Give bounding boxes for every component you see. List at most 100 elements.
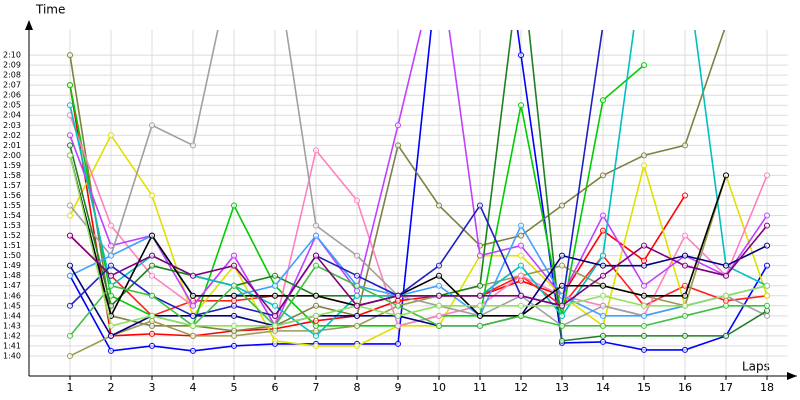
x-tick-label: 8 bbox=[354, 381, 361, 394]
y-tick-label: 2:01 bbox=[3, 141, 21, 150]
data-point bbox=[108, 222, 114, 229]
y-tick-label: 2:08 bbox=[3, 71, 21, 80]
x-tick-label: 14 bbox=[596, 381, 610, 394]
data-point bbox=[723, 172, 729, 179]
y-tick-label: 2:07 bbox=[3, 81, 21, 90]
series-line bbox=[69, 30, 604, 317]
data-point bbox=[559, 252, 565, 259]
data-point bbox=[190, 322, 196, 329]
data-point bbox=[231, 332, 237, 339]
data-point bbox=[518, 292, 524, 299]
series-line bbox=[69, 30, 768, 327]
data-point bbox=[313, 322, 319, 329]
data-point bbox=[764, 172, 770, 179]
data-point bbox=[190, 312, 196, 319]
data-point bbox=[231, 342, 237, 349]
data-point bbox=[190, 272, 196, 279]
data-point bbox=[559, 337, 565, 344]
data-point bbox=[395, 312, 401, 319]
data-point bbox=[477, 302, 483, 309]
data-point bbox=[67, 352, 73, 359]
y-tick-label: 1:57 bbox=[3, 181, 21, 190]
data-point bbox=[764, 312, 770, 319]
data-point bbox=[682, 302, 688, 309]
data-point bbox=[149, 122, 155, 129]
data-point bbox=[477, 202, 483, 209]
data-point bbox=[559, 322, 565, 329]
data-point bbox=[149, 252, 155, 259]
x-tick-label: 15 bbox=[637, 381, 651, 394]
data-point bbox=[436, 282, 442, 289]
y-tick-label: 1:52 bbox=[3, 231, 21, 240]
y-tick-label: 2:04 bbox=[3, 111, 21, 120]
plot-area bbox=[67, 22, 770, 359]
data-point bbox=[641, 292, 647, 299]
data-point bbox=[190, 302, 196, 309]
data-point bbox=[108, 322, 114, 329]
y-axis-label: Time bbox=[35, 3, 65, 17]
data-point bbox=[108, 272, 114, 279]
x-tick-label: 13 bbox=[555, 381, 569, 394]
data-point bbox=[477, 312, 483, 319]
data-point bbox=[313, 342, 319, 349]
data-point bbox=[559, 202, 565, 209]
y-tick-label: 2:10 bbox=[3, 51, 21, 60]
data-point bbox=[354, 312, 360, 319]
data-point bbox=[723, 292, 729, 299]
data-point bbox=[600, 212, 606, 219]
data-point bbox=[764, 292, 770, 299]
data-point bbox=[682, 292, 688, 299]
data-point bbox=[149, 317, 155, 324]
data-point bbox=[641, 322, 647, 329]
y-tick-label: 2:06 bbox=[3, 91, 21, 100]
data-point bbox=[682, 192, 688, 199]
y-tick-label: 1:48 bbox=[3, 271, 21, 280]
data-point bbox=[395, 122, 401, 129]
data-point bbox=[395, 292, 401, 299]
data-point bbox=[67, 82, 73, 89]
data-point bbox=[641, 62, 647, 69]
data-point bbox=[231, 302, 237, 309]
y-tick-label: 1:41 bbox=[3, 341, 21, 350]
data-point bbox=[395, 340, 401, 347]
data-point bbox=[436, 292, 442, 299]
data-point bbox=[518, 272, 524, 279]
data-point bbox=[559, 282, 565, 289]
data-point bbox=[354, 287, 360, 294]
data-point bbox=[723, 297, 729, 304]
y-tick-label: 1:58 bbox=[3, 171, 21, 180]
data-point bbox=[641, 332, 647, 339]
y-tick-label: 2:09 bbox=[3, 61, 21, 70]
data-point bbox=[395, 302, 401, 309]
data-point bbox=[395, 322, 401, 329]
data-point bbox=[190, 347, 196, 354]
y-tick-label: 1:59 bbox=[3, 161, 21, 170]
data-point bbox=[231, 202, 237, 209]
data-point bbox=[764, 302, 770, 309]
x-tick-label: 12 bbox=[514, 381, 528, 394]
data-point bbox=[724, 22, 729, 27]
data-point bbox=[354, 282, 360, 289]
y-tick-label: 1:49 bbox=[3, 261, 21, 270]
data-point bbox=[108, 242, 114, 249]
data-point bbox=[682, 232, 688, 239]
data-point bbox=[764, 212, 770, 219]
data-point bbox=[313, 317, 319, 324]
data-point bbox=[764, 307, 770, 314]
data-point bbox=[723, 302, 729, 309]
y-tick-label: 1:45 bbox=[3, 301, 21, 310]
data-point bbox=[600, 292, 606, 299]
y-tick-label: 1:53 bbox=[3, 221, 21, 230]
data-point bbox=[600, 338, 606, 345]
y-tick-label: 2:03 bbox=[3, 121, 21, 130]
data-point bbox=[395, 297, 401, 304]
data-point bbox=[682, 346, 688, 353]
data-point bbox=[272, 302, 278, 309]
data-point bbox=[108, 347, 114, 354]
data-point bbox=[682, 142, 688, 149]
data-point bbox=[313, 252, 319, 259]
data-point bbox=[67, 202, 73, 209]
data-point bbox=[559, 262, 565, 269]
data-point bbox=[723, 262, 729, 269]
data-point bbox=[518, 277, 524, 284]
